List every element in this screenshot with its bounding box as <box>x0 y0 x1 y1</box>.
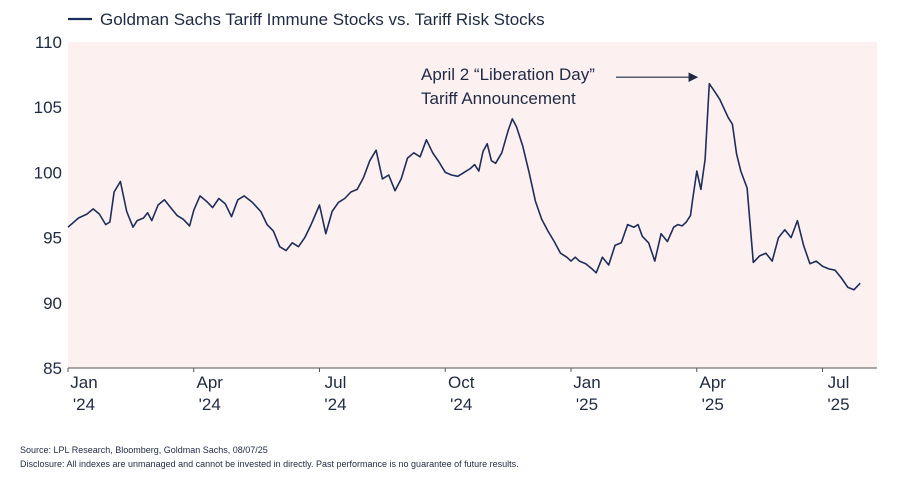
x-tick-label: Apr <box>700 373 727 392</box>
y-tick-label: 100 <box>34 163 62 182</box>
x-tick-label: Apr <box>197 373 224 392</box>
x-tick-label: '25 <box>576 395 598 414</box>
annotation-line2: Tariff Announcement <box>421 89 576 108</box>
y-tick-label: 105 <box>34 98 62 117</box>
y-tick-label: 85 <box>43 359 62 378</box>
y-tick-label: 95 <box>43 229 62 248</box>
x-tick-label: Jul <box>828 373 850 392</box>
source-note: Source: LPL Research, Bloomberg, Goldman… <box>20 445 268 455</box>
disclosure-note: Disclosure: All indexes are unmanaged an… <box>20 459 519 469</box>
x-tick-label: Jul <box>325 373 347 392</box>
annotation-line1: April 2 “Liberation Day” <box>421 65 595 84</box>
x-tick-label: '24 <box>450 395 472 414</box>
plot-area <box>68 42 877 368</box>
x-tick-label: Jan <box>70 373 97 392</box>
x-tick-label: '24 <box>73 395 95 414</box>
x-tick-label: '25 <box>702 395 724 414</box>
y-tick-label: 90 <box>43 294 62 313</box>
x-tick-label: '24 <box>324 395 346 414</box>
legend-label: Goldman Sachs Tariff Immune Stocks vs. T… <box>100 10 545 29</box>
x-tick-label: '24 <box>199 395 221 414</box>
x-tick-label: Oct <box>448 373 475 392</box>
y-tick-label: 110 <box>35 33 62 52</box>
x-tick-label: '25 <box>827 395 849 414</box>
x-tick-label: Jan <box>573 373 600 392</box>
series-line <box>67 82 861 291</box>
